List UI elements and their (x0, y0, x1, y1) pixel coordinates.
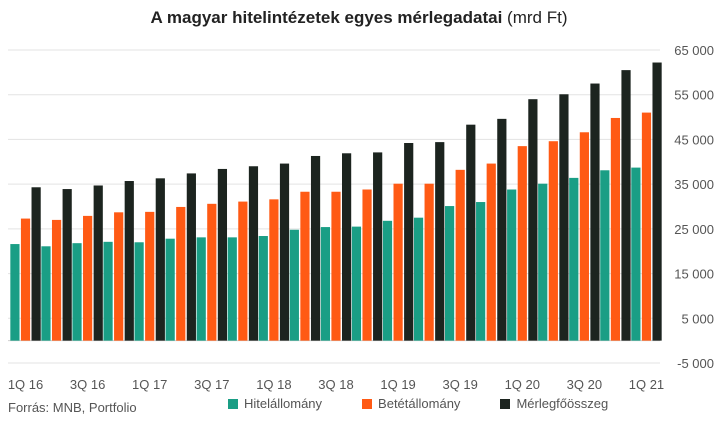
bar-merlegfoosszeg (404, 143, 414, 341)
bar-betetallomany (610, 117, 621, 341)
x-tick-label: 1Q 16 (8, 377, 43, 392)
x-tick-label: 1Q 19 (380, 377, 415, 392)
bar-hitelallomany (351, 226, 362, 341)
chart-title: A magyar hitelintézetek egyes mérlegadat… (0, 8, 718, 28)
bar-betetallomany (517, 146, 527, 341)
y-tick-label: 55 000 (674, 88, 714, 103)
x-tick-label: 1Q 20 (505, 377, 540, 392)
bar-hitelallomany (41, 246, 51, 341)
bar-hitelallomany (165, 238, 175, 341)
bar-merlegfoosszeg (621, 70, 631, 341)
bar-merlegfoosszeg (155, 178, 165, 341)
bar-betetallomany (331, 191, 341, 341)
bar-betetallomany (424, 183, 434, 341)
bar-merlegfoosszeg (373, 152, 383, 341)
bar-hitelallomany (382, 220, 393, 341)
bar-hitelallomany (600, 170, 610, 341)
y-tick-label: 5 000 (681, 311, 714, 326)
bar-betetallomany (641, 112, 652, 341)
legend-label-merlegfoosszeg: Mérlegfőösszeg (516, 396, 609, 411)
legend-swatch-betetallomany (362, 398, 373, 409)
legend: Hitelállomány Betétállomány Mérlegfőössz… (228, 396, 608, 411)
legend-item-betetallomany: Betétállomány (362, 396, 460, 411)
bar-hitelallomany (289, 229, 299, 341)
bar-merlegfoosszeg (497, 118, 507, 341)
bar-merlegfoosszeg (186, 173, 196, 341)
bar-hitelallomany (631, 167, 641, 341)
legend-item-merlegfoosszeg: Mérlegfőösszeg (500, 396, 608, 411)
bar-betetallomany (548, 141, 558, 341)
bar-betetallomany (300, 191, 310, 341)
bar-betetallomany (238, 201, 248, 341)
y-tick-label: 35 000 (674, 177, 714, 192)
bar-betetallomany (83, 215, 93, 341)
y-tick-label: 25 000 (674, 222, 714, 237)
bar-hitelallomany (227, 237, 237, 341)
bar-merlegfoosszeg (279, 163, 290, 341)
legend-label-hitelallomany: Hitelállomány (244, 396, 323, 411)
bar-betetallomany (486, 163, 496, 341)
bar-merlegfoosszeg (342, 153, 352, 341)
source-note: Forrás: MNB, Portfolio (8, 400, 137, 415)
bar-betetallomany (579, 132, 589, 341)
bar-betetallomany (269, 199, 279, 341)
bar-merlegfoosszeg (590, 83, 600, 341)
legend-swatch-merlegfoosszeg (500, 398, 511, 409)
legend-label-betetallomany: Betétállomány (378, 396, 461, 411)
x-tick-label: 3Q 18 (318, 377, 353, 392)
bar-betetallomany (393, 183, 403, 341)
bar-betetallomany (20, 218, 31, 341)
x-tick-label: 3Q 16 (70, 377, 105, 392)
bar-hitelallomany (72, 243, 82, 341)
bar-hitelallomany (444, 206, 455, 341)
bar-merlegfoosszeg (528, 99, 538, 341)
bar-merlegfoosszeg (93, 185, 103, 341)
legend-swatch-hitelallomany (228, 398, 238, 409)
bar-hitelallomany (10, 244, 20, 341)
bar-merlegfoosszeg (217, 168, 228, 341)
x-tick-label: 3Q 20 (567, 377, 602, 392)
bar-betetallomany (145, 211, 155, 341)
bar-hitelallomany (258, 236, 268, 341)
bar-merlegfoosszeg (124, 181, 134, 341)
bar-merlegfoosszeg (466, 124, 476, 341)
bar-hitelallomany (538, 183, 548, 341)
bar-betetallomany (114, 212, 124, 341)
bar-hitelallomany (196, 237, 206, 341)
bar-betetallomany (176, 206, 186, 341)
x-tick-label: 1Q 17 (132, 377, 167, 392)
x-tick-label: 3Q 19 (442, 377, 477, 392)
bar-merlegfoosszeg (559, 94, 569, 341)
bar-merlegfoosszeg (310, 155, 321, 341)
legend-item-hitelallomany: Hitelállomány (228, 396, 322, 411)
bar-hitelallomany (320, 227, 330, 341)
bar-merlegfoosszeg (652, 62, 662, 341)
bar-hitelallomany (103, 241, 113, 341)
bar-betetallomany (207, 203, 217, 341)
bar-hitelallomany (507, 189, 517, 341)
y-tick-label: 45 000 (674, 132, 714, 147)
x-tick-label: 1Q 18 (256, 377, 291, 392)
y-tick-label: 65 000 (674, 43, 714, 58)
y-tick-label: 15 000 (674, 267, 714, 282)
y-tick-label: -5 000 (677, 356, 714, 371)
bar-betetallomany (51, 219, 62, 341)
bar-betetallomany (455, 169, 465, 341)
chart-title-main: A magyar hitelintézetek egyes mérlegadat… (150, 8, 503, 27)
chart-title-unit: (mrd Ft) (507, 8, 568, 27)
bar-merlegfoosszeg (31, 187, 41, 341)
bar-betetallomany (362, 189, 372, 341)
bar-hitelallomany (569, 177, 579, 341)
bar-hitelallomany (413, 217, 424, 341)
bar-hitelallomany (134, 242, 144, 341)
x-tick-label: 1Q 21 (629, 377, 664, 392)
bar-merlegfoosszeg (248, 166, 259, 341)
x-tick-label: 3Q 17 (194, 377, 229, 392)
bar-merlegfoosszeg (62, 189, 72, 341)
bar-merlegfoosszeg (435, 142, 445, 341)
bar-hitelallomany (476, 202, 486, 341)
